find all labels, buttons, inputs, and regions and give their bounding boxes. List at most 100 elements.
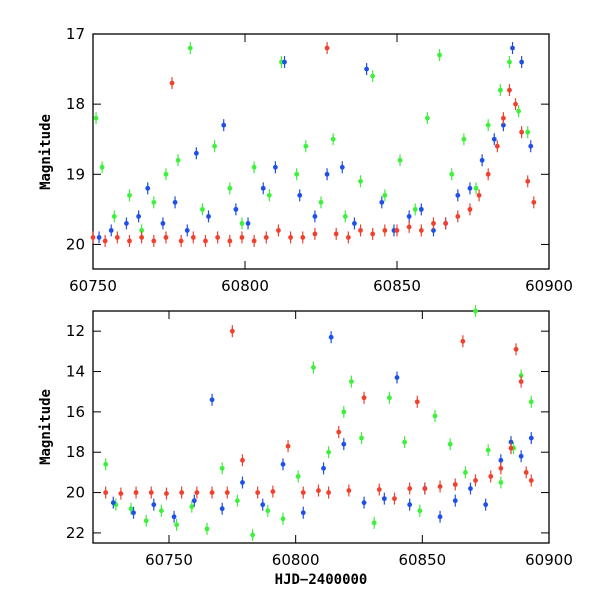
data-point [111,213,117,219]
y-tick-label: 22 [66,524,85,542]
data-point [265,508,271,514]
data-point [414,399,420,405]
data-point [498,480,504,485]
data-point [345,235,351,240]
data-point [312,231,318,237]
x-tick-label: 60850 [373,277,421,295]
data-point [407,486,413,491]
data-point [402,439,407,445]
data-point [318,199,324,205]
x-tick-label: 60850 [398,551,446,569]
data-point [108,228,114,233]
data-point [239,235,245,240]
data-point [483,502,489,508]
data-point [206,213,211,219]
data-point [330,136,336,142]
data-point [443,221,449,226]
data-point [189,504,195,510]
data-point [311,365,316,370]
data-point [406,213,412,219]
data-point [191,498,197,504]
data-point [221,122,227,128]
data-point [455,192,461,198]
data-point [452,482,458,487]
y-tick-label: 12 [66,322,85,340]
data-point [371,520,377,526]
data-point [179,490,185,495]
bottom-plot-frame [92,310,550,544]
data-point [491,136,497,142]
data-point [276,228,281,233]
data-point [251,164,257,170]
top-y-axis: 17 18 19 20 [66,25,549,253]
data-point [145,185,151,191]
data-point [266,192,272,198]
data-point [518,453,524,459]
data-point [263,235,269,240]
data-point [467,185,473,191]
data-point [219,506,225,512]
x-tick-label: 60750 [145,551,193,569]
data-point [407,502,413,508]
data-point [528,399,534,405]
data-point [336,429,342,435]
data-point [260,502,266,508]
top-panel: 60750 60800 60850 60900 17 18 19 20 Magnitude [38,25,573,295]
data-point [285,443,291,449]
data-point [382,192,388,198]
data-point [203,238,208,244]
data-point [468,486,473,491]
data-point [324,45,330,51]
data-point [412,206,418,212]
data-point [333,231,339,237]
y-tick-label: 20 [66,484,85,502]
data-point [139,235,145,240]
data-point [518,373,524,378]
data-point [431,228,436,233]
data-point [96,235,102,240]
data-point [525,129,531,135]
data-point [300,490,306,495]
data-point [518,379,524,385]
data-point [328,334,334,340]
data-point [118,491,124,496]
data-point [508,445,514,451]
data-point [114,235,120,240]
x-tick-label: 60900 [525,551,573,569]
data-point [270,489,276,494]
y-tick-label: 18 [66,443,85,461]
data-point [437,484,443,489]
y-tick-label: 19 [66,165,85,183]
data-point [99,164,105,170]
data-point [227,185,233,191]
data-point [280,461,286,467]
data-point [359,435,364,441]
data-point [300,235,306,240]
data-point [316,488,321,493]
data-point [376,487,382,492]
data-point [379,199,385,205]
data-point [485,447,491,453]
data-point [324,171,330,177]
data-point [124,221,129,226]
data-point [245,221,251,226]
data-point [485,171,491,177]
data-point [519,59,525,65]
data-point [187,45,193,51]
data-point [498,465,504,471]
top-x-axis: 60750 60800 60850 60900 [69,34,573,295]
data-point [461,136,467,142]
data-point [513,101,518,107]
data-point [128,506,134,512]
data-point [382,228,388,233]
data-point [476,192,482,198]
data-point [194,490,200,495]
top-data-points [90,42,537,247]
data-point [519,129,525,135]
data-point [312,213,318,219]
data-point [297,192,303,198]
data-point [200,206,205,212]
data-point [229,328,235,334]
data-point [127,238,132,244]
data-point [431,221,436,226]
